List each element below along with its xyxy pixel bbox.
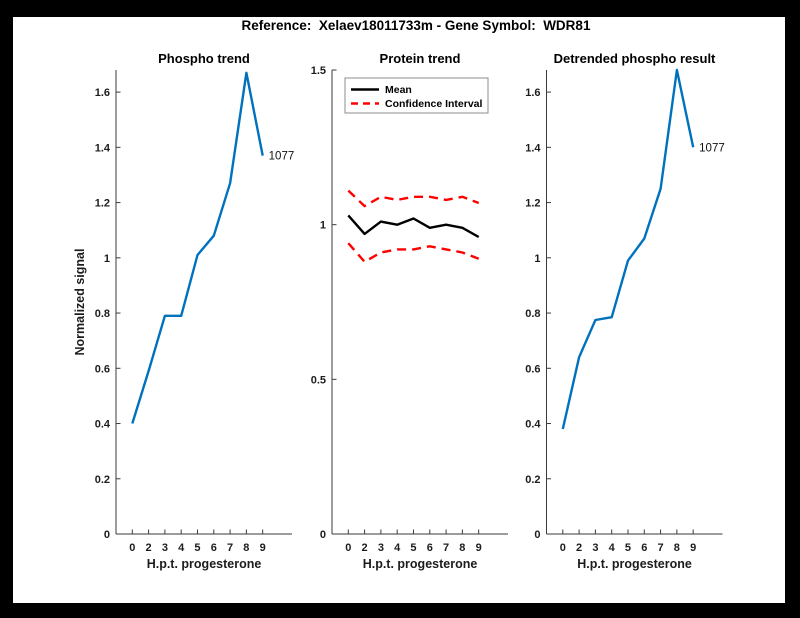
legend-label: Mean bbox=[385, 84, 412, 96]
y-tick-label: 1.2 bbox=[95, 198, 110, 210]
x-tick-label: 2 bbox=[146, 542, 152, 554]
y-tick-label: 1.6 bbox=[525, 87, 540, 99]
y-tick-label: 1.2 bbox=[525, 198, 540, 210]
series-line-confidence-interval-upper- bbox=[347, 189, 480, 208]
x-tick-label: 5 bbox=[410, 542, 416, 554]
y-tick-label: 1 bbox=[320, 220, 326, 232]
x-tick-label: 7 bbox=[443, 542, 449, 554]
y-tick-label: 0.2 bbox=[95, 474, 110, 486]
legend-label: Confidence Interval bbox=[385, 98, 483, 110]
x-tick-label: 2 bbox=[576, 542, 582, 554]
x-tick-label: 5 bbox=[625, 542, 631, 554]
series-end-label: 1077 bbox=[699, 142, 725, 154]
x-tick-label: 9 bbox=[476, 542, 482, 554]
y-tick-label: 1.4 bbox=[525, 142, 541, 154]
figure-title: Reference: Xelaev18011733m - Gene Symbol… bbox=[241, 18, 591, 33]
y-tick-label: 0.8 bbox=[525, 308, 540, 320]
x-tick-label: 2 bbox=[362, 542, 368, 554]
y-tick-label: 0.6 bbox=[525, 363, 540, 375]
x-axis-label: H.p.t. progesterone bbox=[363, 557, 478, 571]
panel-phospho-trend: 00.20.40.60.811.21.41.60 2 3 4 5 6 7 8 9Phospho … bbox=[73, 51, 294, 571]
y-tick-label: 0.4 bbox=[95, 419, 111, 431]
y-tick-label: 0 bbox=[320, 529, 326, 541]
x-tick-label: 7 bbox=[658, 542, 664, 554]
y-tick-label: 0.5 bbox=[311, 374, 326, 386]
panel-title: Detrended phospho result bbox=[554, 51, 716, 66]
x-tick-label: 6 bbox=[427, 542, 433, 554]
y-tick-label: 0 bbox=[104, 529, 110, 541]
x-tick-label: 8 bbox=[459, 542, 465, 554]
x-tick-label: 7 bbox=[227, 542, 233, 554]
y-tick-label: 1.4 bbox=[95, 142, 111, 154]
x-tick-label: 3 bbox=[592, 542, 598, 554]
y-axis-label: Normalized signal bbox=[73, 249, 87, 356]
x-tick-label: 8 bbox=[243, 542, 249, 554]
x-tick-label: 9 bbox=[690, 542, 696, 554]
series-line-confidence-interval-lower- bbox=[347, 242, 480, 263]
y-tick-label: 1 bbox=[534, 253, 540, 265]
y-tick-label: 0.4 bbox=[525, 419, 541, 431]
series-line-phospho-signal bbox=[131, 71, 264, 424]
legend-box bbox=[344, 77, 489, 114]
y-tick-label: 1.6 bbox=[95, 87, 110, 99]
x-tick-label: 6 bbox=[641, 542, 647, 554]
x-tick-label: 4 bbox=[609, 542, 616, 554]
x-tick-label: 0 bbox=[345, 542, 351, 554]
series-line-mean bbox=[347, 214, 480, 239]
x-tick-label: 0 bbox=[560, 542, 566, 554]
panel-title: Protein trend bbox=[380, 51, 461, 66]
series-line-detrended-phospho-signal bbox=[561, 68, 695, 430]
x-tick-label: 6 bbox=[211, 542, 217, 554]
x-axis-label: H.p.t. progesterone bbox=[577, 557, 692, 571]
series-end-label: 1077 bbox=[269, 151, 295, 163]
x-axis-label: H.p.t. progesterone bbox=[147, 557, 262, 571]
figure-canvas bbox=[13, 17, 785, 603]
x-tick-label: 3 bbox=[378, 542, 384, 554]
y-tick-label: 0.2 bbox=[525, 474, 540, 486]
x-tick-label: 9 bbox=[260, 542, 266, 554]
y-tick-label: 0 bbox=[534, 529, 540, 541]
y-tick-label: 1 bbox=[104, 253, 110, 265]
x-tick-label: 4 bbox=[394, 542, 401, 554]
x-tick-label: 0 bbox=[129, 542, 135, 554]
panel-detrended-phospho-result: 00.20.40.60.811.21.41.60 2 3 4 5 6 7 8 9Detrende… bbox=[525, 51, 725, 571]
x-tick-label: 3 bbox=[162, 542, 168, 554]
y-tick-label: 0.8 bbox=[95, 308, 110, 320]
x-tick-label: 5 bbox=[194, 542, 200, 554]
y-tick-label: 0.6 bbox=[95, 363, 110, 375]
panel-title: Phospho trend bbox=[158, 51, 250, 66]
y-tick-label: 1.5 bbox=[311, 65, 326, 77]
legend: Mean Confidence Interval bbox=[344, 77, 489, 114]
x-tick-label: 4 bbox=[178, 542, 185, 554]
x-tick-label: 8 bbox=[674, 542, 680, 554]
